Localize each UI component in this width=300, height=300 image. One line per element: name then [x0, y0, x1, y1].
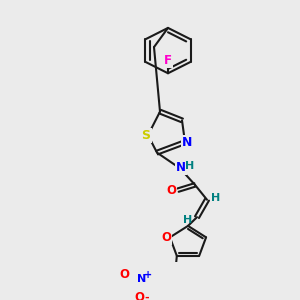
- Text: N: N: [182, 136, 192, 149]
- Text: H: H: [212, 193, 220, 203]
- Text: +: +: [144, 270, 152, 280]
- Text: O: O: [119, 268, 129, 281]
- Text: N: N: [176, 161, 186, 174]
- Text: O: O: [134, 291, 144, 300]
- Text: -: -: [145, 293, 149, 300]
- Text: S: S: [142, 129, 151, 142]
- Text: O: O: [161, 231, 171, 244]
- Text: F: F: [164, 54, 172, 67]
- Text: H: H: [185, 161, 195, 171]
- Text: H: H: [183, 215, 193, 225]
- Text: N: N: [137, 274, 147, 284]
- Text: O: O: [166, 184, 176, 196]
